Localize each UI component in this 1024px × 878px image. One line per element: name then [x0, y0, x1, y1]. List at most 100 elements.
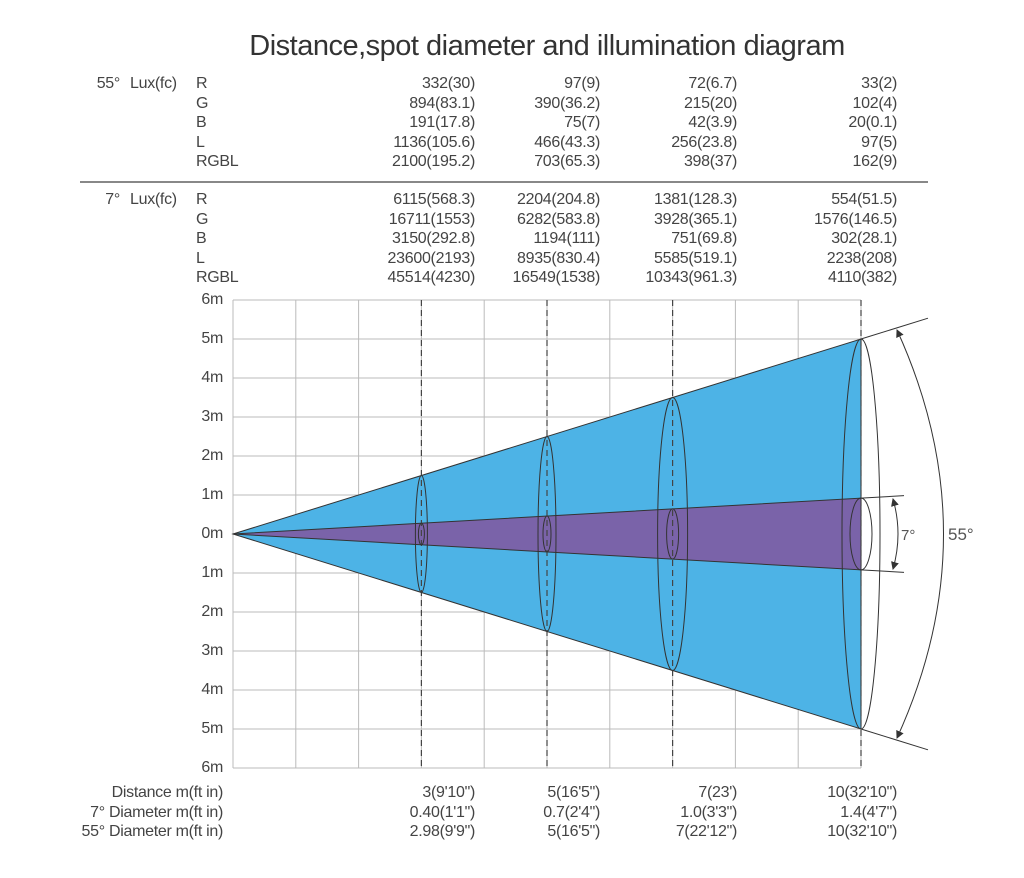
beam-7-spot-ellipse [417, 522, 425, 546]
y-tick-label: 5m [201, 720, 223, 737]
channel-label: G [196, 94, 209, 112]
lux-value: 1381(128.3) [654, 191, 737, 208]
lux-value: 75(7) [564, 114, 600, 132]
y-tick-label: 4m [201, 681, 223, 698]
lux-value: 390(36.2) [534, 94, 600, 112]
lux-value: 162(9) [852, 153, 898, 171]
lux-value: 703(65.3) [534, 153, 600, 171]
channel-label: B [196, 114, 207, 132]
distance-value: 7(23') [698, 784, 737, 801]
angle-arc-55 [896, 329, 944, 739]
lux-value: 751(69.8) [671, 230, 737, 248]
beam-7-extension-line [860, 569, 905, 573]
lux-value: 8935(830.4) [517, 249, 600, 267]
beam-55-spot-ellipse [414, 475, 428, 593]
lux-value: 33(2) [861, 75, 897, 92]
row-label: 55° Diameter m(ft in) [81, 823, 224, 840]
lux-value: 16711(1553) [388, 210, 476, 228]
angle-label-7: 7° [901, 527, 915, 544]
lux-value: 3150(292.8) [392, 230, 475, 248]
beam-55-spot-ellipse [537, 436, 557, 632]
lux-value: 5585(519.1) [654, 249, 737, 267]
lux-value: 4110(382) [827, 269, 897, 287]
channel-label: B [196, 230, 207, 248]
lux-value: 97(9) [564, 75, 600, 92]
distance-value: 7(22'12") [675, 823, 737, 840]
angle-arc-7 [891, 498, 899, 570]
beam-7-spot-ellipse [666, 508, 680, 560]
lux-value: 2238(208) [826, 249, 898, 267]
distance-value: 1.4(4'7") [840, 803, 897, 821]
lux-value: 1576(146.5) [814, 210, 897, 228]
lux-value: 215(20) [683, 94, 737, 112]
y-tick-label: 6m [201, 291, 223, 308]
y-tick-label: 1m [201, 564, 223, 581]
y-tick-label: 3m [201, 642, 223, 659]
lux-value: 3928(365.1) [654, 210, 737, 228]
lux-value: 191(17.8) [409, 114, 475, 132]
y-tick-label: 1m [201, 486, 223, 503]
channel-label: RGBL [196, 153, 239, 171]
angle-label: 55° [96, 75, 121, 92]
beam-55-extension-line [860, 317, 929, 340]
beam-55-extension-line [860, 728, 929, 751]
lux-value: 45514(4230) [387, 269, 476, 287]
row-label: 7° Diameter m(ft in) [90, 803, 223, 821]
lux-value: 1136(105.6) [393, 133, 475, 151]
channel-label: G [196, 210, 209, 228]
distance-value: 5(16'5") [547, 823, 600, 840]
distance-value: 5(16'5") [547, 784, 600, 801]
beam-7-extension-line [860, 495, 905, 499]
lux-value: 6282(583.8) [517, 210, 600, 228]
y-tick-label: 2m [201, 603, 223, 620]
y-tick-label: 3m [201, 408, 223, 425]
lux-value: 20(0.1) [848, 114, 897, 132]
lux-value: 102(4) [852, 94, 898, 112]
y-tick-label: 6m [201, 759, 223, 776]
lux-value: 10343(961.3) [645, 269, 737, 287]
lux-value: 302(28.1) [831, 230, 897, 248]
distance-value: 0.7(2'4") [543, 803, 600, 821]
y-tick-label: 4m [201, 369, 223, 386]
page-title: Distance,spot diameter and illumination … [249, 30, 845, 62]
distance-value: 3(9'10") [422, 784, 475, 801]
angle-label: 7° [105, 191, 120, 208]
y-tick-label: 5m [201, 330, 223, 347]
lux-value: 466(43.3) [534, 133, 600, 151]
table-divider [80, 181, 928, 183]
row-label: Distance m(ft in) [111, 784, 224, 801]
distance-value: 1.0(3'3") [680, 803, 737, 821]
distance-value: 10(32'10") [827, 784, 897, 801]
lux-value: 16549(1538) [512, 269, 601, 287]
lux-value: 256(23.8) [671, 133, 737, 151]
y-tick-label: 0m [201, 525, 223, 542]
channel-label: R [196, 191, 208, 208]
unit-label: Lux(fc) [130, 191, 177, 208]
distance-value: 0.40(1'1") [409, 803, 476, 821]
distance-value: 10(32'10") [827, 823, 897, 840]
lux-value: 97(5) [861, 133, 897, 151]
lux-value: 6115(568.3) [393, 191, 475, 208]
channel-label: R [196, 75, 208, 92]
beam-7-spot-ellipse [542, 515, 552, 553]
lux-value: 2204(204.8) [517, 191, 600, 208]
channel-label: L [196, 133, 205, 151]
distance-value: 2.98(9'9") [409, 823, 476, 840]
beam-55-spot-ellipse [657, 397, 689, 671]
lux-value: 42(3.9) [688, 114, 737, 132]
lux-value: 72(6.7) [688, 75, 737, 92]
angle-label-55: 55° [948, 525, 974, 544]
y-tick-label: 2m [201, 447, 223, 464]
lux-value: 23600(2193) [387, 249, 476, 267]
lux-value: 554(51.5) [831, 191, 897, 208]
lux-value: 2100(195.2) [392, 153, 475, 171]
unit-label: Lux(fc) [130, 75, 177, 92]
lux-value: 1194(111) [533, 230, 600, 248]
channel-label: L [196, 249, 205, 267]
lux-value: 332(30) [421, 75, 475, 92]
channel-label: RGBL [196, 269, 239, 287]
lux-value: 894(83.1) [409, 94, 475, 112]
lux-value: 398(37) [683, 153, 737, 171]
